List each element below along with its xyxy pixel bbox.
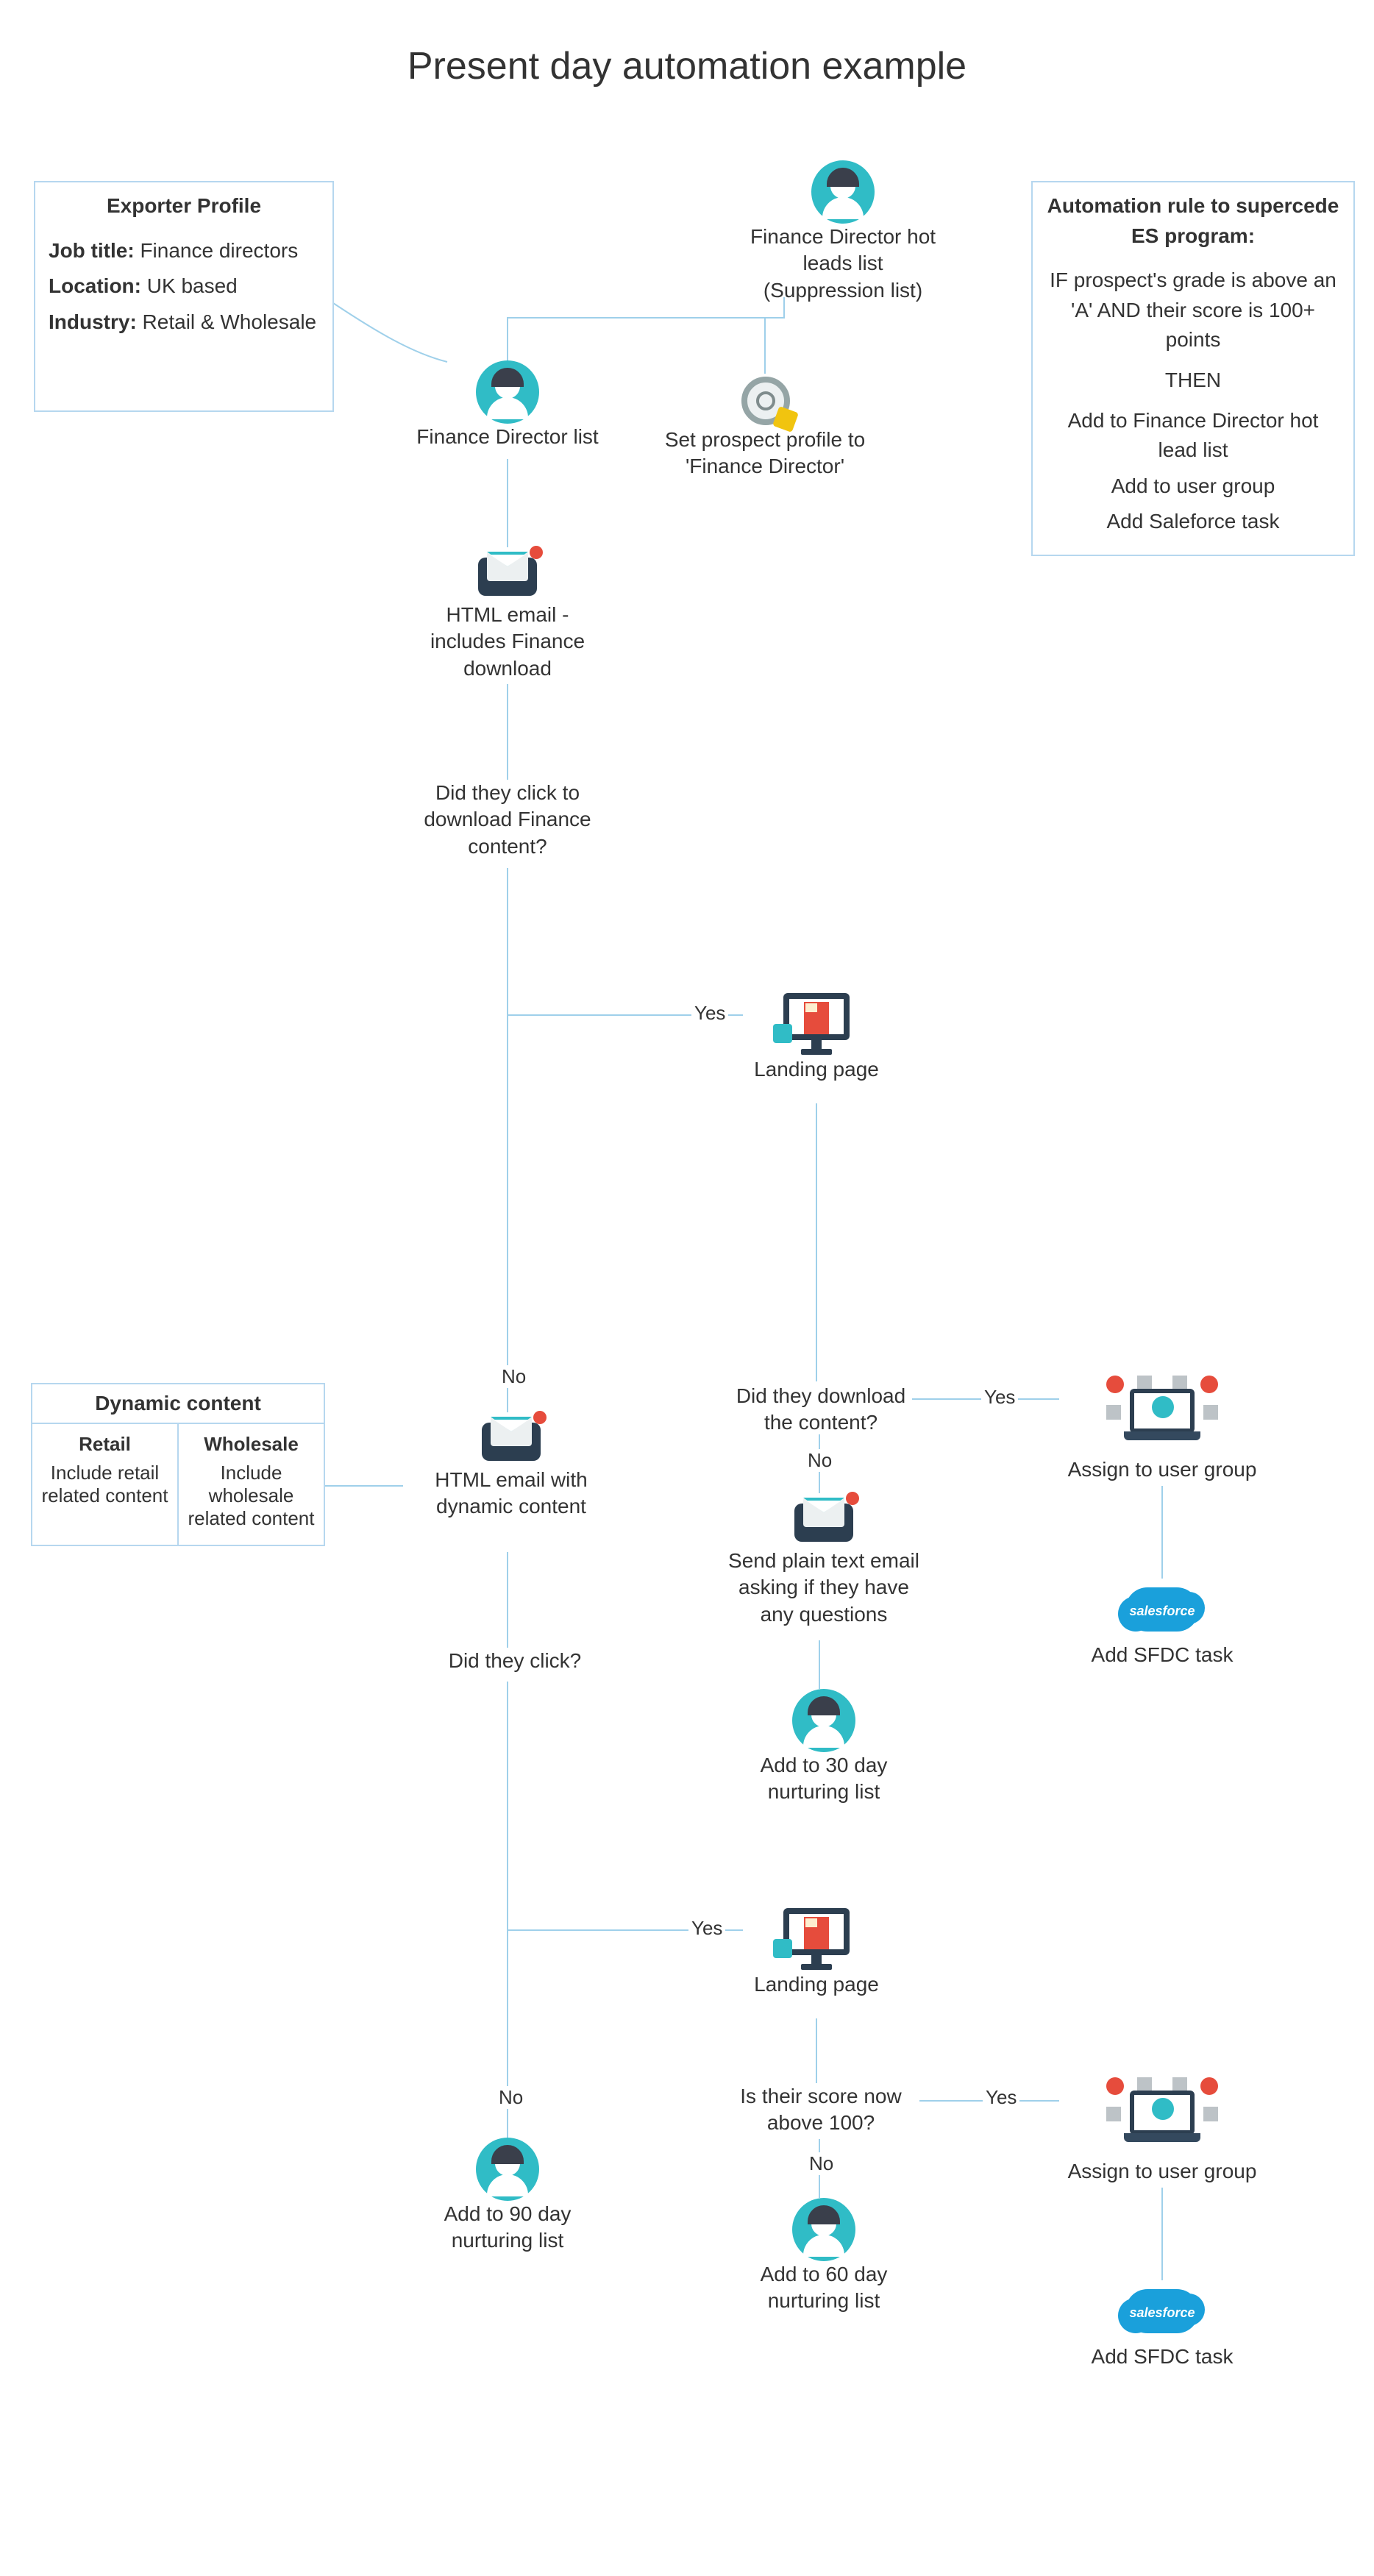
edge-label-yes2: Yes [981,1386,1018,1409]
avatar-icon [476,360,539,424]
node-label: Is their score now above 100? [718,2083,924,2137]
avatar-icon [476,2138,539,2201]
edge-label-no2: No [805,1449,835,1472]
node-label: Finance Director hot leads list(Suppress… [725,224,961,304]
node-nurt30: Add to 30 day nurturing list [736,1689,912,1806]
mail-icon [790,1493,858,1548]
exporter-heading: Exporter Profile [35,182,332,226]
node-fdlist: Finance Director list [412,360,603,450]
edge-label-no3: No [496,2086,526,2109]
edge-label-no4: No [806,2152,836,2175]
exporter-profile-box: Exporter ProfileJob title: Finance direc… [34,181,334,412]
node-label: Add SFDC task [1081,1642,1243,1668]
node-label: Assign to user group [1059,1456,1265,1483]
node-label: Add to 90 day nurturing list [419,2201,596,2255]
node-assign1: Assign to user group [1059,1376,1265,1483]
node-sfdc1: salesforceAdd SFDC task [1081,1579,1243,1668]
node-label: Add SFDC task [1081,2344,1243,2370]
node-q4: Is their score now above 100? [718,2083,924,2137]
mail-icon [477,1412,545,1467]
node-label: Finance Director list [412,424,603,450]
edge-label-no1: No [499,1365,529,1388]
node-hotleads: Finance Director hot leads list(Suppress… [725,160,961,304]
node-label: Landing page [743,1056,890,1083]
landing-page-icon [776,1905,857,1971]
avatar-icon [792,1689,855,1752]
node-nurt90: Add to 90 day nurturing list [419,2138,596,2255]
node-label: HTML email with dynamic content [405,1467,618,1520]
mail-icon [474,547,541,602]
salesforce-icon: salesforce [1118,1579,1206,1642]
node-q2: Did they download the content? [725,1383,916,1437]
assign-icon [1103,2077,1221,2158]
rule-heading: Automation rule to supercede ES program: [1033,182,1353,255]
node-plain: Send plain text email asking if they hav… [721,1493,927,1628]
node-label: HTML email - includes Finance download [410,602,605,682]
node-label: Did they download the content? [725,1383,916,1437]
automation-rule-box: Automation rule to supercede ES program:… [1031,181,1355,556]
edge-label-yes4: Yes [983,2086,1019,2109]
node-label: Add to 60 day nurturing list [736,2261,912,2315]
avatar-icon [811,160,875,224]
node-lp1: Landing page [743,990,890,1083]
edge-label-yes1: Yes [691,1002,728,1025]
node-assign2: Assign to user group [1059,2077,1265,2185]
node-email2: HTML email with dynamic content [405,1412,618,1520]
salesforce-icon: salesforce [1118,2280,1206,2344]
dynamic-content-box: Dynamic contentRetailInclude retail rela… [31,1383,325,1546]
node-label: Did they click to download Finance conte… [390,780,625,860]
dynamic-heading: Dynamic content [32,1384,324,1424]
avatar-icon [792,2198,855,2261]
node-q1: Did they click to download Finance conte… [390,780,625,860]
node-nurt60: Add to 60 day nurturing list [736,2198,912,2315]
node-setprofile: Set prospect profile to 'Finance Directo… [640,374,890,480]
target-icon [738,374,791,427]
landing-page-icon [776,990,857,1056]
node-email1: HTML email - includes Finance download [410,547,605,682]
edge-label-yes3: Yes [688,1917,725,1940]
node-label: Add to 30 day nurturing list [736,1752,912,1806]
node-label: Set prospect profile to 'Finance Directo… [640,427,890,480]
node-lp2: Landing page [743,1905,890,1998]
page-title: Present day automation example [0,44,1374,88]
node-label: Send plain text email asking if they hav… [721,1548,927,1628]
node-label: Assign to user group [1059,2158,1265,2185]
node-label: Did they click? [427,1648,603,1674]
node-sfdc2: salesforceAdd SFDC task [1081,2280,1243,2370]
assign-icon [1103,1376,1221,1456]
node-q3: Did they click? [427,1648,603,1674]
node-label: Landing page [743,1971,890,1998]
